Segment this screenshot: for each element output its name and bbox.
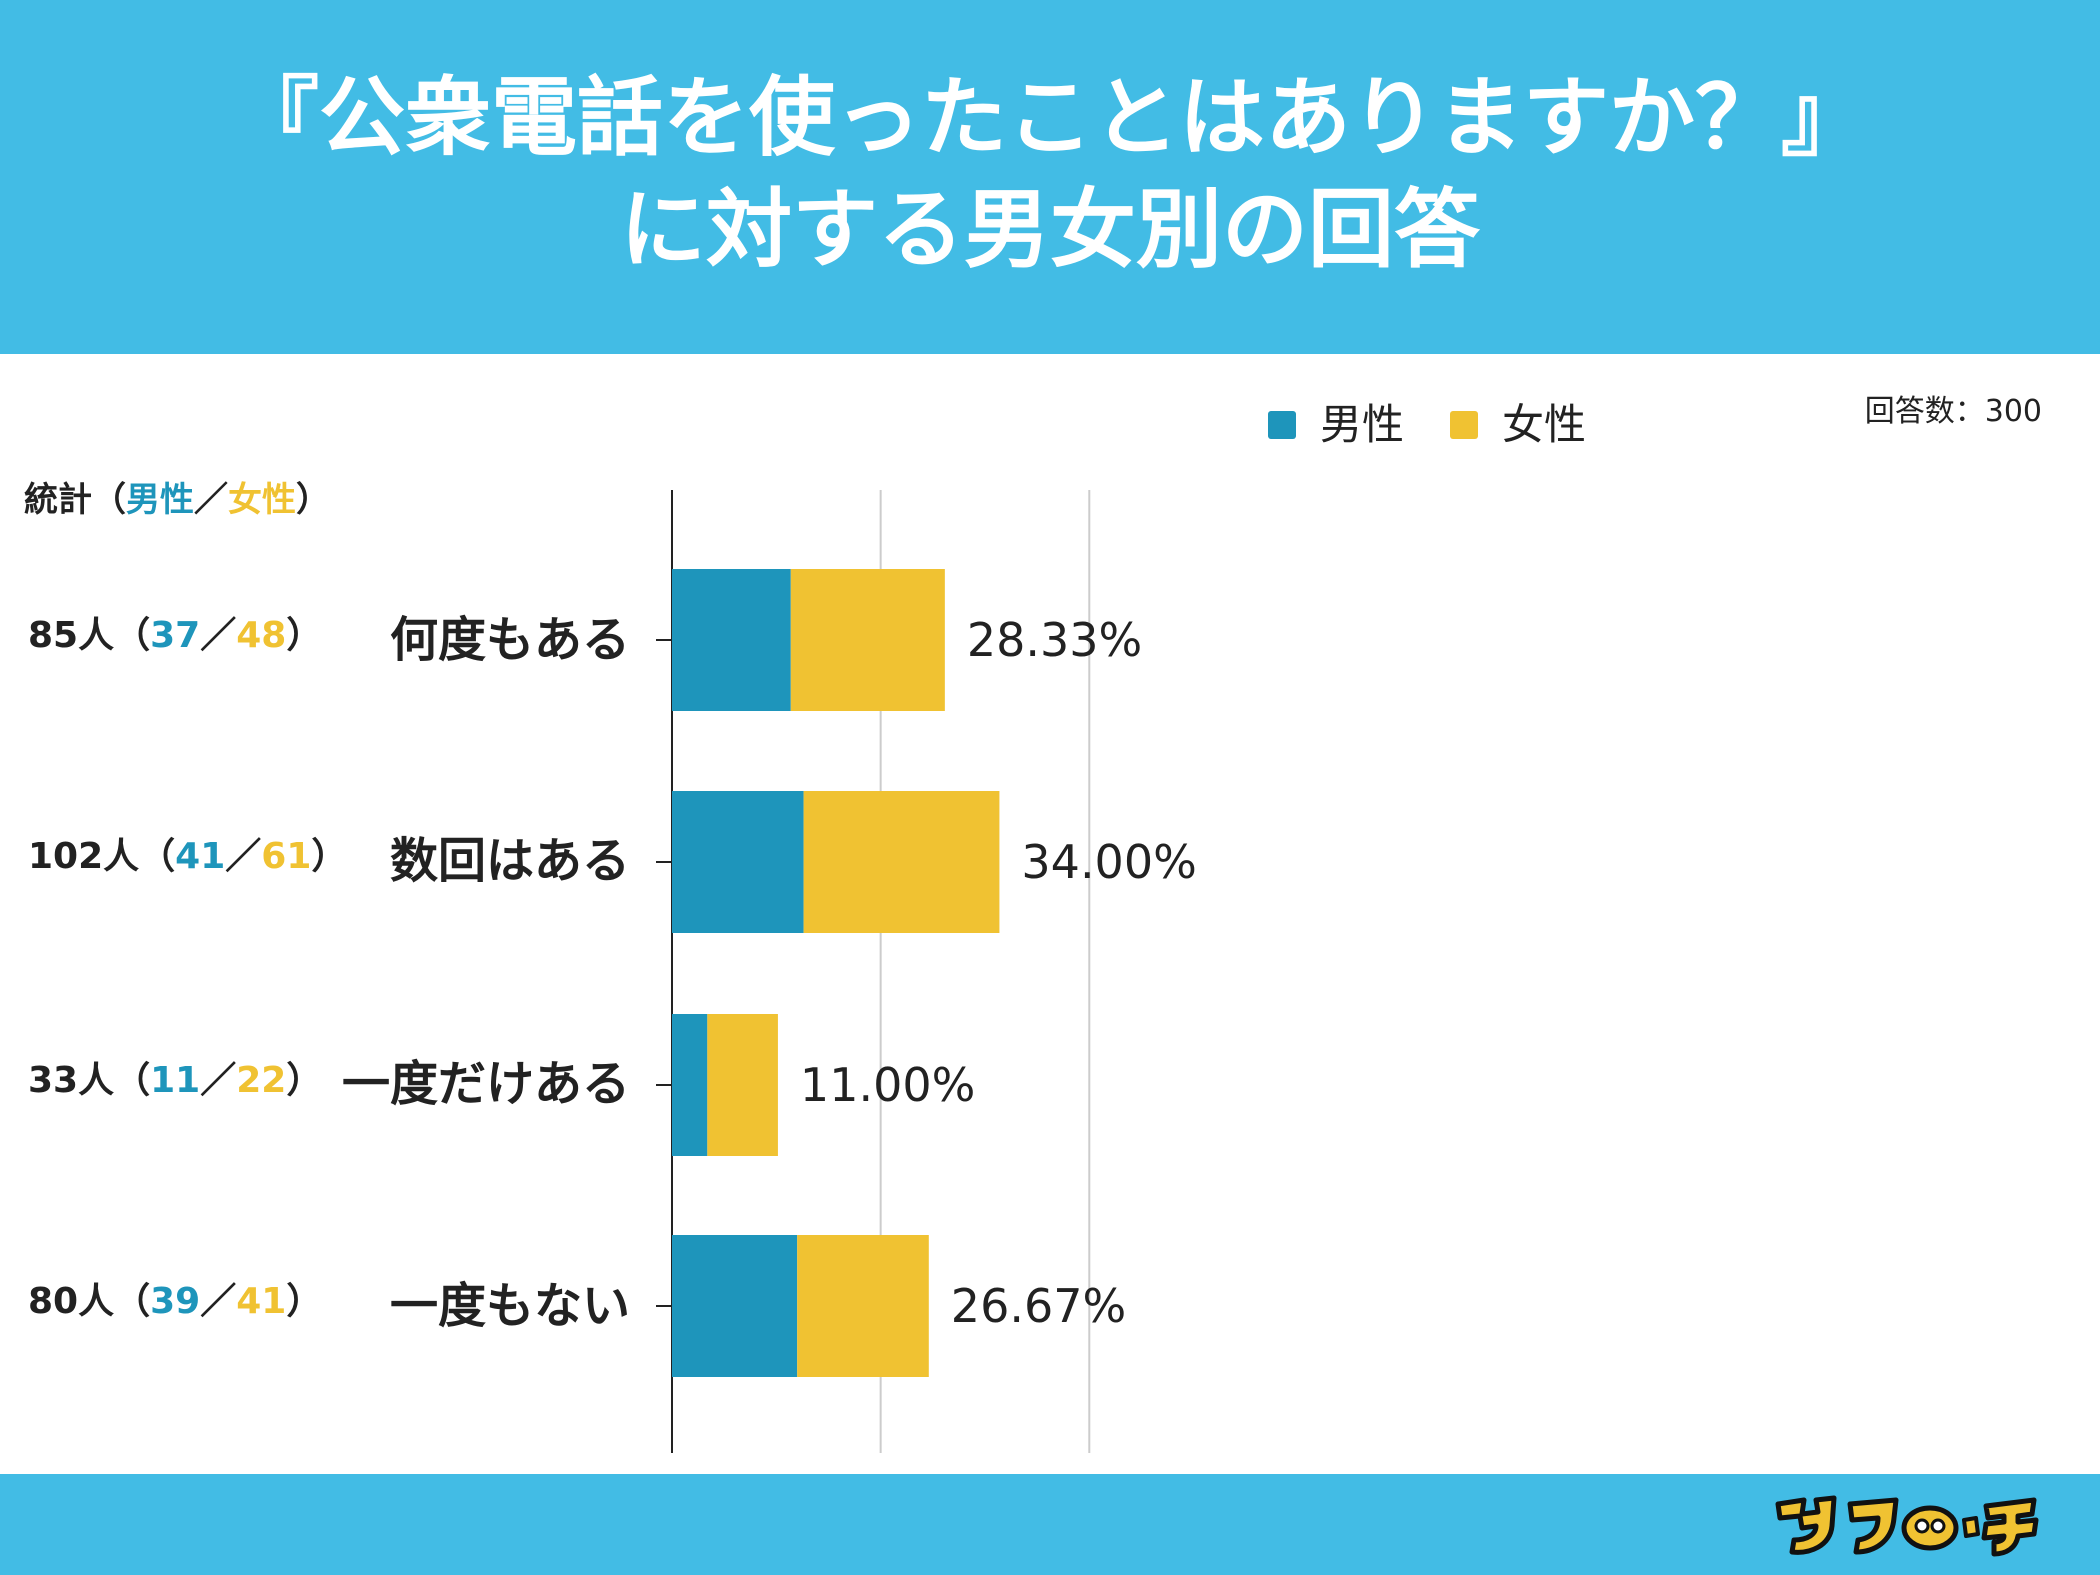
category-label-1: 数回はある xyxy=(389,833,630,889)
row-stat-end: ） xyxy=(311,836,348,877)
data-label-1: 34.00% xyxy=(1021,835,1196,889)
row-stat-end: ） xyxy=(286,615,323,656)
legend-label-female: 女性 xyxy=(1502,400,1587,449)
stats-header-suffix: ） xyxy=(296,480,330,520)
stats-header-sep: ／ xyxy=(194,480,228,520)
row-stat-2: 33人（11／22） xyxy=(28,1056,322,1106)
legend-swatch-male xyxy=(1268,411,1296,439)
bar-female-2 xyxy=(707,1014,778,1156)
row-stat-total: 33人（ xyxy=(28,1060,151,1101)
row-stat-end: ） xyxy=(286,1060,323,1101)
category-label-3: 一度もない xyxy=(389,1278,630,1334)
data-label-0: 28.33% xyxy=(967,613,1142,667)
row-stat-female: 22 xyxy=(236,1060,287,1101)
bar-female-0 xyxy=(790,569,945,711)
data-label-3: 26.67% xyxy=(951,1279,1126,1333)
data-label-2: 11.00% xyxy=(800,1058,975,1112)
respondents-count: 回答数：300 xyxy=(1864,394,2042,429)
stats-header-female: 女性 xyxy=(228,480,296,520)
legend-label-male: 男性 xyxy=(1320,400,1405,449)
sauna-logo-icon xyxy=(1775,1495,2039,1557)
row-stat-sep: ／ xyxy=(200,1060,237,1101)
row-stat-1: 102人（41／61） xyxy=(28,832,347,882)
row-stat-female: 41 xyxy=(236,1281,287,1322)
row-stat-end: ） xyxy=(286,1281,323,1322)
row-stat-sep: ／ xyxy=(200,615,237,656)
row-stat-male: 39 xyxy=(150,1281,201,1322)
row-stat-total: 80人（ xyxy=(28,1281,151,1322)
header-banner: 『公衆電話を使ったことはありますか？』 に対する男女別の回答 xyxy=(0,0,2100,354)
category-label-2: 一度だけある xyxy=(341,1056,630,1112)
bar-male-3 xyxy=(672,1235,798,1377)
stats-header: 統計（男性／女性） xyxy=(24,472,330,521)
bar-female-3 xyxy=(797,1235,929,1377)
row-stat-male: 11 xyxy=(150,1060,201,1101)
row-stat-female: 48 xyxy=(236,615,287,656)
legend-swatch-female xyxy=(1450,411,1478,439)
row-stat-sep: ／ xyxy=(200,1281,237,1322)
row-stat-total: 85人（ xyxy=(28,615,151,656)
category-label-0: 何度もある xyxy=(389,612,630,668)
row-stat-sep: ／ xyxy=(225,836,262,877)
stats-header-male: 男性 xyxy=(126,480,194,520)
bar-male-1 xyxy=(672,791,804,933)
bar-female-1 xyxy=(803,791,1000,933)
row-stat-0: 85人（37／48） xyxy=(28,611,322,661)
footer-banner xyxy=(0,1474,2100,1575)
row-stat-3: 80人（39／41） xyxy=(28,1277,322,1327)
stats-header-prefix: 統計（ xyxy=(24,480,126,520)
bar-male-2 xyxy=(672,1014,708,1156)
row-stat-male: 41 xyxy=(175,836,226,877)
row-stat-female: 61 xyxy=(261,836,312,877)
page-title-line2: に対する男女別の回答 xyxy=(620,180,1480,280)
page-title-line1: 『公衆電話を使ったことはありますか？』 xyxy=(233,68,1867,168)
row-stat-total: 102人（ xyxy=(28,836,176,877)
row-stat-male: 37 xyxy=(150,615,201,656)
bar-male-0 xyxy=(672,569,791,711)
